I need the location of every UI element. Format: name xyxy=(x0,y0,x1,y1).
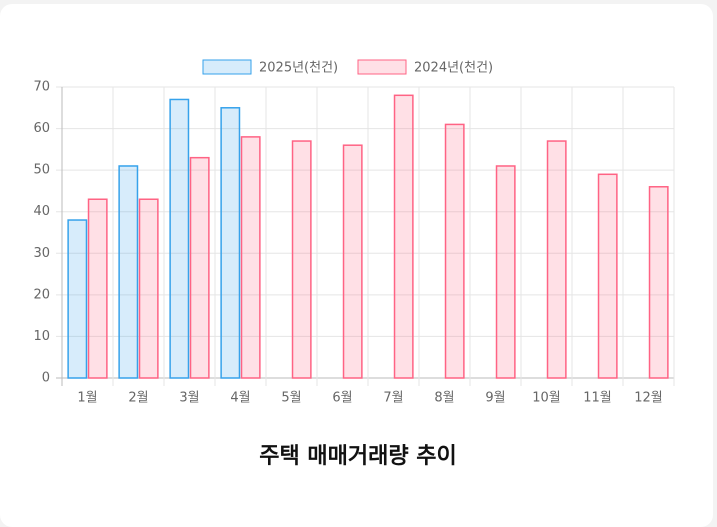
bar xyxy=(87,198,108,379)
bar xyxy=(597,173,618,379)
x-tick-label: 6월 xyxy=(332,391,352,406)
bar xyxy=(495,165,516,379)
x-tick-label: 5월 xyxy=(281,391,301,406)
bar xyxy=(291,140,312,379)
chart-title: 주택 매매거래량 추이 xyxy=(259,444,456,469)
bar xyxy=(138,198,159,379)
y-tick-label: 70 xyxy=(33,80,50,95)
x-tick-label: 3월 xyxy=(179,391,199,406)
bar xyxy=(240,136,261,379)
bar xyxy=(67,219,88,379)
y-tick-label: 10 xyxy=(33,329,50,344)
legend-swatch xyxy=(202,59,252,75)
legend-label: 2024년(천건) xyxy=(414,61,493,76)
x-tick-label: 8월 xyxy=(434,391,454,406)
x-tick-label: 7월 xyxy=(383,391,403,406)
x-tick-label: 10월 xyxy=(532,391,561,406)
x-tick-label: 12월 xyxy=(634,391,663,406)
legend-swatch xyxy=(357,59,407,75)
bar xyxy=(220,107,241,379)
y-tick-label: 50 xyxy=(33,163,50,178)
bar xyxy=(444,123,465,379)
x-tick-label: 4월 xyxy=(230,391,250,406)
bar xyxy=(393,94,414,379)
y-tick-label: 40 xyxy=(33,204,50,219)
y-tick-label: 20 xyxy=(33,287,50,302)
bar xyxy=(118,165,139,379)
x-tick-label: 9월 xyxy=(485,391,505,406)
y-tick-label: 60 xyxy=(33,121,50,136)
legend-label: 2025년(천건) xyxy=(259,61,338,76)
x-tick-label: 1월 xyxy=(77,391,97,406)
x-tick-label: 11월 xyxy=(583,391,612,406)
bar xyxy=(342,144,363,379)
bar xyxy=(169,98,190,379)
bar xyxy=(648,186,669,379)
bar xyxy=(189,156,210,379)
x-tick-label: 2월 xyxy=(128,391,148,406)
y-tick-label: 0 xyxy=(42,371,50,386)
bar xyxy=(546,140,567,379)
y-tick-label: 30 xyxy=(33,246,50,261)
